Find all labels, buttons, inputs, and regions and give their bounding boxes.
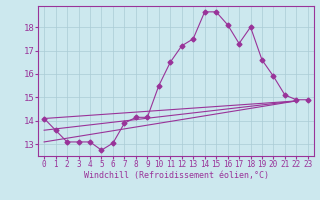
X-axis label: Windchill (Refroidissement éolien,°C): Windchill (Refroidissement éolien,°C) (84, 171, 268, 180)
